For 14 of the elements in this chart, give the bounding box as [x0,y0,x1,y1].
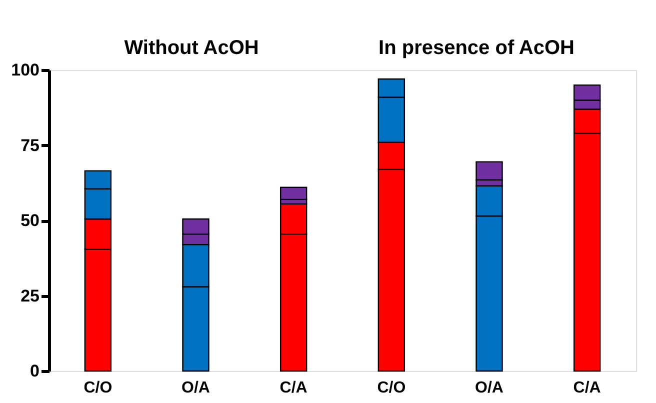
x-tick-label: O/A [475,380,504,396]
text: In presence of AcOH [378,37,574,59]
x-tick-label: C/A [573,380,602,396]
x-tick-label: C/A [280,380,308,396]
x-tick-label: C/O [377,380,406,396]
text: Without AcOH [124,37,259,59]
y-tick-label: 50 [20,211,40,230]
y-tick-label: 25 [20,286,40,306]
x-tick-label: O/A [182,380,210,396]
x-tick-label: C/O [84,380,112,396]
bar [280,186,308,200]
y-tick-label: 0 [30,362,40,380]
y-tick-label: 75 [20,136,40,155]
y-tick-label: 100 [11,60,40,80]
